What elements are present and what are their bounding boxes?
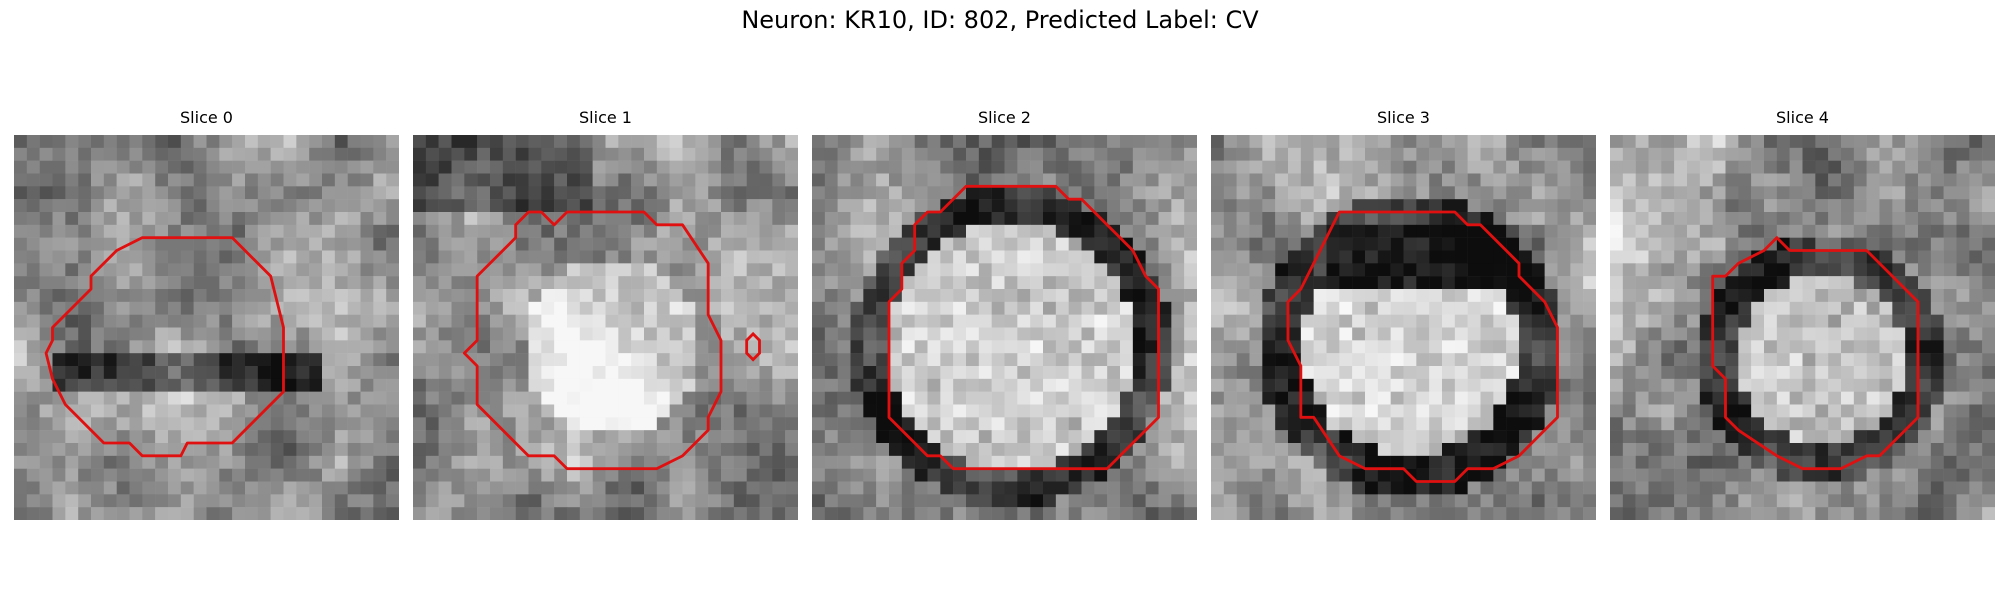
roi-contour	[44, 236, 285, 458]
grayscale-pixels	[1211, 135, 1596, 520]
roi-contour-small	[745, 331, 761, 362]
roi-contour	[1711, 236, 1920, 471]
roi-contour	[887, 184, 1160, 471]
slice-image-2	[812, 135, 1197, 520]
slice-image-3	[1211, 135, 1596, 520]
roi-contour	[1286, 210, 1559, 483]
slice-title-1: Slice 1	[579, 108, 632, 127]
slice-image-1	[413, 135, 798, 520]
slice-title-0: Slice 0	[180, 108, 233, 127]
figure-title: Neuron: KR10, ID: 802, Predicted Label: …	[741, 6, 1259, 34]
slice-title-4: Slice 4	[1776, 108, 1829, 127]
slice-title-2: Slice 2	[978, 108, 1031, 127]
roi-contour	[462, 210, 723, 471]
grayscale-pixels	[14, 135, 399, 520]
slice-title-3: Slice 3	[1377, 108, 1430, 127]
grayscale-pixels	[1610, 135, 1995, 520]
slice-image-4	[1610, 135, 1995, 520]
grayscale-pixels	[413, 135, 798, 520]
slice-image-0	[14, 135, 399, 520]
grayscale-pixels	[812, 135, 1197, 520]
